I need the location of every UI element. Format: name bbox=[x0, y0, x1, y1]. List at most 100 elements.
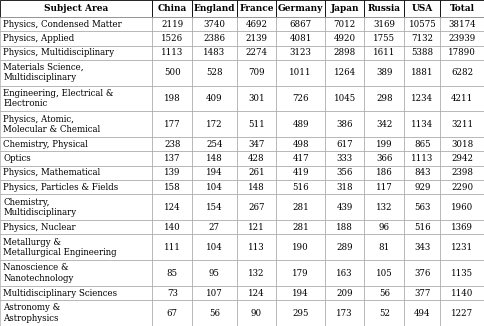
Bar bbox=[0, 137, 152, 152]
Bar bbox=[364, 286, 404, 300]
Bar bbox=[152, 180, 192, 194]
Text: 318: 318 bbox=[336, 183, 353, 192]
Text: Physics, Condensed Matter: Physics, Condensed Matter bbox=[3, 20, 122, 29]
Bar bbox=[0, 31, 152, 46]
Bar bbox=[0, 300, 152, 326]
Text: 27: 27 bbox=[209, 223, 220, 232]
Bar bbox=[0, 86, 152, 111]
Text: Physics, Mathematical: Physics, Mathematical bbox=[3, 169, 101, 177]
Text: 1483: 1483 bbox=[203, 48, 226, 57]
Bar bbox=[276, 60, 325, 86]
Bar bbox=[404, 180, 440, 194]
Bar bbox=[325, 194, 364, 220]
Bar bbox=[325, 111, 364, 137]
Bar bbox=[276, 194, 325, 220]
Text: 563: 563 bbox=[414, 203, 430, 212]
Bar bbox=[152, 46, 192, 60]
Text: 356: 356 bbox=[336, 169, 353, 177]
Bar bbox=[0, 152, 152, 166]
Text: 417: 417 bbox=[292, 154, 309, 163]
Bar bbox=[404, 234, 440, 260]
Text: 6867: 6867 bbox=[289, 20, 312, 29]
Bar bbox=[276, 137, 325, 152]
Text: 194: 194 bbox=[206, 169, 223, 177]
Bar bbox=[325, 137, 364, 152]
Bar bbox=[152, 111, 192, 137]
Bar bbox=[364, 86, 404, 111]
Bar bbox=[237, 17, 276, 31]
Bar bbox=[192, 46, 237, 60]
Text: 1113: 1113 bbox=[411, 154, 433, 163]
Text: 96: 96 bbox=[379, 223, 390, 232]
Text: 113: 113 bbox=[248, 243, 265, 252]
Text: 1881: 1881 bbox=[411, 68, 434, 77]
Bar bbox=[440, 0, 484, 17]
Text: 2274: 2274 bbox=[245, 48, 268, 57]
Bar bbox=[192, 180, 237, 194]
Text: 148: 148 bbox=[248, 183, 265, 192]
Text: 238: 238 bbox=[164, 140, 181, 149]
Text: 3169: 3169 bbox=[373, 20, 395, 29]
Text: 172: 172 bbox=[206, 120, 223, 129]
Text: 1045: 1045 bbox=[333, 94, 356, 103]
Bar bbox=[0, 286, 152, 300]
Text: 511: 511 bbox=[248, 120, 265, 129]
Bar bbox=[364, 234, 404, 260]
Text: 2386: 2386 bbox=[203, 34, 226, 43]
Bar bbox=[404, 46, 440, 60]
Text: 1140: 1140 bbox=[451, 289, 473, 298]
Bar bbox=[364, 0, 404, 17]
Bar bbox=[276, 260, 325, 286]
Text: 281: 281 bbox=[292, 223, 309, 232]
Text: 377: 377 bbox=[414, 289, 430, 298]
Bar bbox=[440, 86, 484, 111]
Text: 137: 137 bbox=[164, 154, 181, 163]
Text: 95: 95 bbox=[209, 269, 220, 277]
Text: 199: 199 bbox=[376, 140, 393, 149]
Text: 90: 90 bbox=[251, 309, 262, 318]
Text: USA: USA bbox=[412, 4, 433, 13]
Bar bbox=[276, 31, 325, 46]
Text: Physics, Applied: Physics, Applied bbox=[3, 34, 75, 43]
Bar bbox=[0, 220, 152, 234]
Text: 52: 52 bbox=[379, 309, 390, 318]
Text: 267: 267 bbox=[248, 203, 265, 212]
Bar bbox=[192, 152, 237, 166]
Text: 2139: 2139 bbox=[245, 34, 268, 43]
Bar bbox=[0, 234, 152, 260]
Text: 4211: 4211 bbox=[451, 94, 473, 103]
Text: 528: 528 bbox=[206, 68, 223, 77]
Text: Physics, Multidisciplinary: Physics, Multidisciplinary bbox=[3, 48, 115, 57]
Text: 23939: 23939 bbox=[449, 34, 476, 43]
Bar bbox=[237, 234, 276, 260]
Bar bbox=[152, 286, 192, 300]
Text: Russia: Russia bbox=[368, 4, 401, 13]
Text: Chemistry,
Multidisciplinary: Chemistry, Multidisciplinary bbox=[3, 198, 76, 217]
Text: 179: 179 bbox=[292, 269, 309, 277]
Bar bbox=[364, 60, 404, 86]
Text: 1134: 1134 bbox=[411, 120, 433, 129]
Text: 386: 386 bbox=[336, 120, 353, 129]
Bar bbox=[192, 220, 237, 234]
Text: Japan: Japan bbox=[331, 4, 359, 13]
Text: 1135: 1135 bbox=[451, 269, 473, 277]
Bar bbox=[192, 31, 237, 46]
Text: Germany: Germany bbox=[278, 4, 323, 13]
Bar bbox=[364, 152, 404, 166]
Text: 4692: 4692 bbox=[245, 20, 268, 29]
Text: 17890: 17890 bbox=[448, 48, 476, 57]
Text: Optics: Optics bbox=[3, 154, 31, 163]
Text: 347: 347 bbox=[248, 140, 265, 149]
Text: 4920: 4920 bbox=[333, 34, 356, 43]
Bar bbox=[325, 286, 364, 300]
Text: 1234: 1234 bbox=[411, 94, 433, 103]
Text: 81: 81 bbox=[378, 243, 390, 252]
Bar bbox=[192, 60, 237, 86]
Text: 726: 726 bbox=[292, 94, 309, 103]
Bar bbox=[325, 234, 364, 260]
Text: 298: 298 bbox=[376, 94, 393, 103]
Text: 333: 333 bbox=[336, 154, 353, 163]
Text: 158: 158 bbox=[164, 183, 181, 192]
Text: 56: 56 bbox=[379, 289, 390, 298]
Bar bbox=[404, 194, 440, 220]
